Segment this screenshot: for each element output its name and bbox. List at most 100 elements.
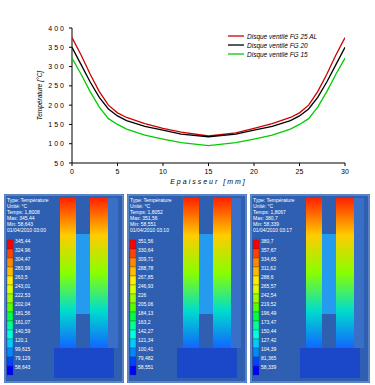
scale-swatch [253, 258, 259, 267]
x-tick-label: 15 [205, 168, 213, 175]
disc-flange [90, 198, 108, 348]
disc-flange [213, 198, 231, 348]
scale-swatch [7, 348, 13, 357]
scale-swatch [253, 303, 259, 312]
scale-label: 345,44 [15, 238, 31, 244]
scale-swatch [130, 330, 136, 339]
y-tick [69, 28, 72, 29]
scale-swatch [130, 285, 136, 294]
scale-swatch [253, 285, 259, 294]
scale-label: 357,67 [261, 247, 277, 253]
x-tick [117, 163, 118, 166]
disc-shadow [231, 198, 241, 348]
scale-label: 99,615 [15, 346, 31, 352]
scale-swatch [7, 339, 13, 348]
disc-vane [199, 234, 213, 314]
y-tick [69, 85, 72, 86]
scale-label: 142,27 [138, 328, 154, 334]
scale-swatch [253, 249, 259, 258]
x-tick [299, 163, 300, 166]
y-axis-title: Température [°C] [36, 71, 44, 121]
scale-label: 104,39 [261, 346, 277, 352]
scale-swatch [253, 348, 259, 357]
scale-label: 163,2 [138, 319, 151, 325]
scale-swatch [130, 339, 136, 348]
scale-swatch [253, 276, 259, 285]
scale-label: 351,56 [138, 238, 154, 244]
scale-label: 58,551 [138, 364, 154, 370]
scale-swatch [130, 321, 136, 330]
x-tick [72, 163, 73, 166]
scale-swatch [130, 312, 136, 321]
panel-header-line: 01/04/2010 03:17 [253, 227, 292, 233]
series-line [72, 47, 345, 136]
y-tick-label: 150 [48, 121, 66, 128]
scale-swatch [130, 348, 136, 357]
legend-label: Disque ventilé FG 20 [247, 42, 308, 50]
y-tick-label: 400 [48, 25, 66, 32]
simulation-panel: Type: TempératureUnité: °CTemps: 1,8008M… [4, 194, 124, 383]
scale-swatch [130, 276, 136, 285]
disc-hub [177, 348, 237, 378]
scale-swatch [130, 294, 136, 303]
scale-label: 196,49 [261, 310, 277, 316]
disc-shadow [108, 198, 118, 348]
x-tick [345, 163, 346, 166]
panel-frame [251, 195, 369, 382]
legend-label: Disque ventilé FG 15 [247, 51, 308, 59]
scale-label: 311,62 [261, 265, 276, 271]
scale-swatch [253, 294, 259, 303]
scale-label: 79,129 [15, 355, 31, 361]
scale-label: 263,5 [15, 274, 28, 280]
disc-vane [76, 234, 90, 314]
scale-swatch [130, 357, 136, 366]
scale-swatch [7, 267, 13, 276]
scale-swatch [253, 330, 259, 339]
figure: 50100150200250300350400051015202530Epais… [0, 0, 375, 385]
scale-label: 81,365 [261, 355, 277, 361]
x-tick-label: 10 [159, 168, 167, 175]
scale-swatch [7, 366, 13, 375]
scale-swatch [253, 321, 259, 330]
x-tick [254, 163, 255, 166]
scale-label: 202,04 [15, 301, 31, 307]
scale-label: 330,64 [138, 247, 154, 253]
scale-swatch [253, 312, 259, 321]
scale-label: 58,643 [15, 364, 31, 370]
scale-swatch [253, 357, 259, 366]
scale-swatch [7, 357, 13, 366]
scale-label: 283,99 [15, 265, 31, 271]
scale-label: 265,57 [261, 283, 277, 289]
simulation-panel: Type: TempératureUnité: °CTemps: 1,8052M… [127, 194, 247, 383]
panel-frame [5, 195, 123, 382]
disc-vane [322, 234, 336, 314]
y-tick-label: 100 [48, 140, 66, 147]
scale-label: 304,47 [15, 256, 31, 262]
scale-label: 226 [138, 292, 147, 298]
scale-swatch [130, 240, 136, 249]
panel-frame [128, 195, 246, 382]
y-tick-label: 350 [48, 44, 66, 51]
scale-label: 100,41 [138, 346, 154, 352]
y-tick-label: 300 [48, 63, 66, 70]
scale-label: 140,59 [15, 328, 31, 334]
scale-label: 380,7 [261, 238, 274, 244]
scale-label: 205,06 [138, 301, 154, 307]
scale-label: 161,07 [15, 319, 31, 325]
panel-background [127, 194, 247, 383]
scale-label: 219,52 [261, 301, 277, 307]
scale-label: 267,85 [138, 274, 154, 280]
scale-label: 121,34 [138, 337, 154, 343]
panel-header-line: 01/04/2010 03:10 [130, 227, 169, 233]
scale-label: 127,42 [261, 337, 277, 343]
y-tick [69, 47, 72, 48]
scale-swatch [7, 258, 13, 267]
x-tick-label: 30 [341, 168, 349, 175]
scale-label: 288,6 [261, 274, 274, 280]
scale-swatch [130, 267, 136, 276]
scale-label: 222,53 [15, 292, 31, 298]
y-tick-label: 50 [54, 160, 66, 167]
scale-label: 58,339 [261, 364, 277, 370]
scale-swatch [253, 267, 259, 276]
y-tick [69, 66, 72, 67]
